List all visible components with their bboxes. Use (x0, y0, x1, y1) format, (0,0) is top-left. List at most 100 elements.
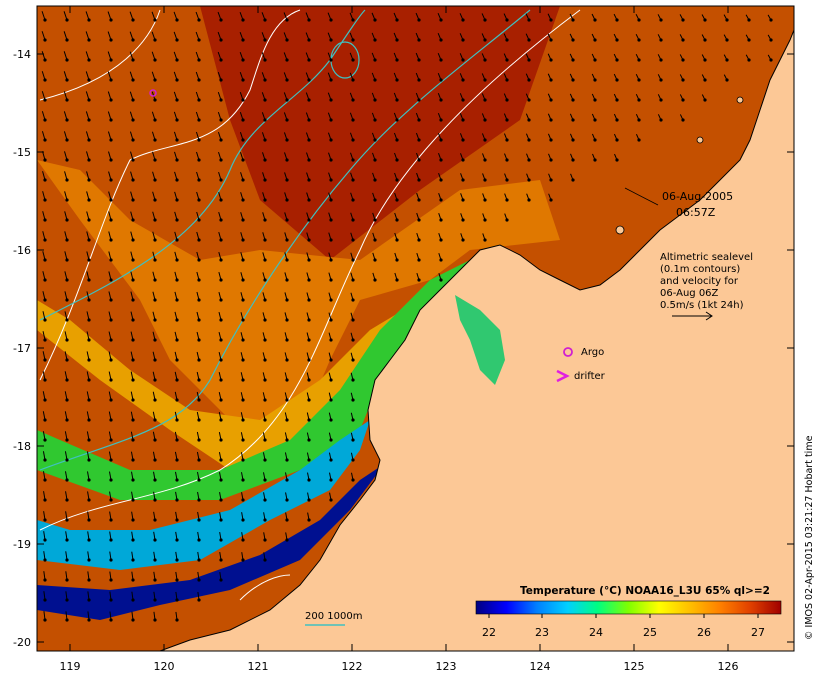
vector-origin (175, 18, 179, 22)
vector-origin (637, 58, 641, 62)
vector-origin (43, 538, 47, 542)
vector-origin (65, 238, 69, 242)
vector-origin (153, 278, 157, 282)
vector-origin (307, 518, 311, 522)
vector-origin (43, 198, 47, 202)
vector-origin (439, 18, 443, 22)
vector-origin (43, 258, 47, 262)
vector-origin (307, 378, 311, 382)
vector-origin (109, 158, 113, 162)
vector-origin (65, 558, 69, 562)
vector-origin (373, 218, 377, 222)
vector-origin (153, 18, 157, 22)
vector-origin (263, 158, 267, 162)
vector-origin (615, 18, 619, 22)
vector-origin (505, 58, 509, 62)
vector-origin (395, 198, 399, 202)
vector-origin (285, 78, 289, 82)
y-tick-label: -15 (13, 146, 31, 159)
vector-origin (131, 538, 135, 542)
vector-origin (505, 98, 509, 102)
vector-origin (329, 118, 333, 122)
vector-origin (351, 178, 355, 182)
vector-origin (43, 138, 47, 142)
vector-origin (615, 158, 619, 162)
vector-origin (175, 358, 179, 362)
vector-origin (175, 418, 179, 422)
vector-origin (439, 158, 443, 162)
vector-origin (571, 98, 575, 102)
vector-origin (395, 18, 399, 22)
vector-origin (285, 258, 289, 262)
vector-origin (241, 398, 245, 402)
vector-origin (87, 418, 91, 422)
vector-origin (329, 398, 333, 402)
vector-origin (219, 438, 223, 442)
vector-origin (131, 438, 135, 442)
vector-origin (263, 278, 267, 282)
vector-origin (373, 238, 377, 242)
vector-origin (43, 498, 47, 502)
legend-line-3: and velocity for (660, 276, 739, 287)
vector-origin (43, 318, 47, 322)
vector-origin (65, 338, 69, 342)
vector-origin (109, 598, 113, 602)
vector-origin (439, 58, 443, 62)
vector-origin (263, 298, 267, 302)
vector-origin (263, 138, 267, 142)
vector-origin (263, 98, 267, 102)
vector-origin (417, 38, 421, 42)
vector-origin (351, 78, 355, 82)
vector-origin (483, 58, 487, 62)
vector-origin (285, 98, 289, 102)
vector-origin (307, 358, 311, 362)
vector-origin (593, 158, 597, 162)
colorbar-tick-label: 26 (697, 626, 711, 639)
vector-origin (197, 258, 201, 262)
vector-origin (373, 158, 377, 162)
vector-origin (65, 498, 69, 502)
vector-origin (153, 518, 157, 522)
vector-origin (219, 578, 223, 582)
vector-origin (263, 358, 267, 362)
vector-origin (703, 58, 707, 62)
vector-origin (505, 18, 509, 22)
vector-origin (197, 378, 201, 382)
colorbar-tick-label: 25 (643, 626, 657, 639)
vector-origin (175, 98, 179, 102)
vector-origin (329, 378, 333, 382)
x-tick-label: 122 (342, 660, 363, 673)
vector-origin (131, 238, 135, 242)
vector-origin (329, 418, 333, 422)
vector-origin (197, 478, 201, 482)
vector-origin (43, 598, 47, 602)
vector-origin (153, 98, 157, 102)
vector-origin (219, 298, 223, 302)
vector-origin (329, 338, 333, 342)
vector-origin (109, 498, 113, 502)
vector-origin (65, 318, 69, 322)
vector-origin (241, 18, 245, 22)
vector-origin (241, 218, 245, 222)
vector-origin (263, 318, 267, 322)
vector-origin (285, 238, 289, 242)
vector-origin (615, 138, 619, 142)
vector-origin (417, 118, 421, 122)
vector-origin (263, 58, 267, 62)
vector-origin (681, 18, 685, 22)
vector-origin (197, 318, 201, 322)
vector-origin (43, 98, 47, 102)
velocity-vectors (41, 11, 773, 622)
vector-origin (307, 158, 311, 162)
vector-origin (373, 258, 377, 262)
vector-origin (659, 98, 663, 102)
vector-origin (703, 18, 707, 22)
vector-origin (43, 338, 47, 342)
vector-origin (131, 158, 135, 162)
vector-origin (351, 458, 355, 462)
vector-origin (65, 598, 69, 602)
vector-origin (329, 458, 333, 462)
vector-origin (351, 138, 355, 142)
vector-origin (263, 38, 267, 42)
vector-origin (395, 278, 399, 282)
